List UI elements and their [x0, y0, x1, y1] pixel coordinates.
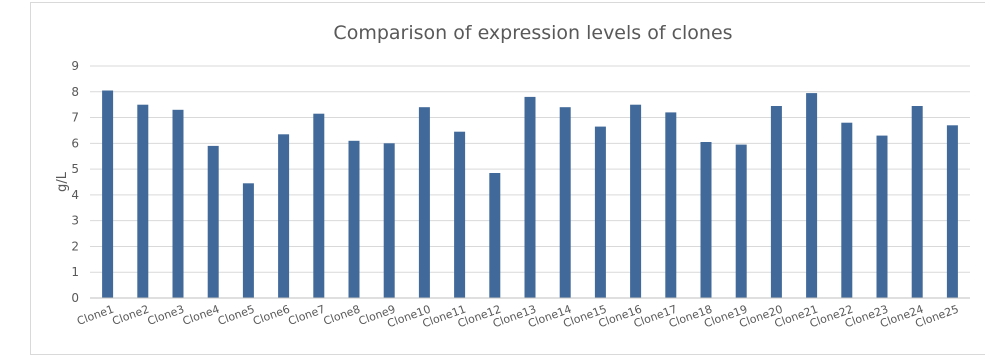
bar-clone13: [524, 96, 536, 299]
y-tick-label: 5: [71, 162, 79, 176]
bar-clone12: [489, 173, 501, 298]
chart-frame: [30, 2, 985, 355]
bar-clone25: [946, 125, 958, 298]
bar-clone23: [876, 135, 888, 298]
x-axis-ticks: Clone1Clone2Clone3Clone4Clone5Clone6Clon…: [75, 303, 960, 331]
y-axis-label: g/L: [55, 171, 70, 192]
bar-clone3: [172, 109, 184, 298]
y-tick-label: 8: [71, 85, 79, 99]
bar-clone14: [559, 107, 571, 298]
bar-clone16: [630, 104, 642, 298]
bars: [102, 90, 958, 299]
y-tick-label: 0: [71, 291, 79, 305]
bar-clone24: [911, 106, 923, 298]
bar-clone6: [278, 134, 290, 298]
y-tick-label: 4: [71, 188, 79, 202]
bar-clone21: [806, 93, 818, 298]
bar-clone8: [348, 140, 360, 298]
bar-clone1: [102, 90, 114, 298]
y-tick-label: 7: [71, 111, 79, 125]
bar-clone11: [454, 131, 466, 298]
bar-clone18: [700, 142, 712, 298]
y-tick-label: 2: [71, 239, 79, 253]
bar-clone4: [207, 145, 219, 298]
bar-clone20: [770, 106, 782, 298]
chart-title: Comparison of expression levels of clone…: [333, 22, 732, 44]
bar-clone5: [242, 183, 254, 298]
bar-clone9: [383, 143, 395, 298]
y-tick-label: 6: [71, 136, 79, 150]
y-tick-label: 1: [71, 265, 79, 279]
bar-clone17: [665, 112, 677, 299]
y-axis-ticks: 0 1 2 3 4 5 6 7 8 9: [71, 59, 79, 305]
bar-clone7: [313, 113, 325, 298]
bar-clone22: [841, 122, 853, 298]
y-tick-label: 3: [71, 214, 79, 228]
y-tick-label: 9: [71, 59, 79, 73]
bar-clone2: [137, 104, 149, 298]
bar-clone19: [735, 144, 747, 298]
bar-clone15: [594, 126, 606, 298]
bar-clone10: [418, 107, 430, 298]
